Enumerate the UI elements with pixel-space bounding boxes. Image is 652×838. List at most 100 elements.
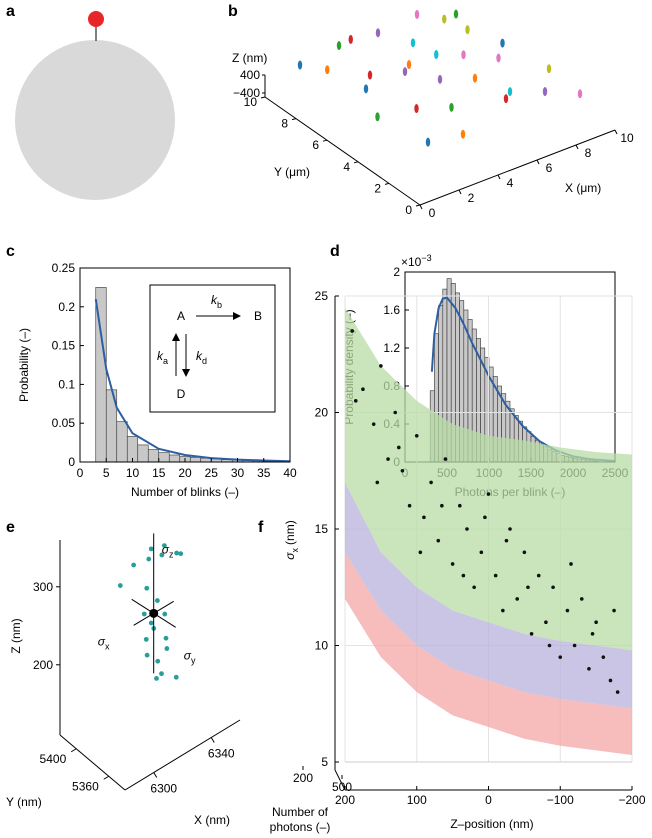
localization: [174, 550, 180, 556]
localization: [141, 611, 147, 617]
y-tick-label: 6: [312, 138, 319, 152]
data-point: [379, 364, 383, 368]
data-point: [422, 515, 426, 520]
x-tick: [497, 174, 501, 180]
data-point: [608, 678, 613, 683]
x-tick-label: 100: [407, 793, 427, 807]
data-point: [579, 597, 584, 601]
data-point: [375, 480, 380, 485]
pin-head: [88, 11, 104, 27]
localization-cluster: [434, 50, 439, 60]
subscript: x: [290, 547, 300, 552]
bar: [116, 421, 128, 463]
data-point: [558, 655, 563, 659]
multiplier-base: ×10: [401, 255, 422, 269]
y-tick: [384, 182, 390, 185]
localization-cluster: [461, 50, 466, 60]
localization-cluster: [496, 53, 501, 63]
data-point: [529, 632, 534, 636]
x-tick: [575, 144, 579, 150]
x-tick-label: 15: [152, 466, 166, 480]
localization: [173, 674, 179, 680]
data-point: [547, 643, 552, 648]
fit-line: [94, 298, 291, 463]
x-tick: [153, 772, 158, 778]
data-point: [522, 550, 527, 555]
rate-label: kb: [211, 293, 222, 310]
localization-cluster: [414, 104, 419, 114]
y-tick-label: 2: [374, 181, 381, 195]
localization: [144, 652, 150, 658]
subscript: b: [217, 300, 222, 310]
localization: [162, 611, 168, 617]
x-axis-label: X (nm): [194, 813, 230, 827]
x-axis: [419, 129, 616, 206]
symbol: k: [157, 349, 164, 363]
panel-label: d: [330, 243, 340, 260]
subscript: x: [105, 641, 110, 651]
localization: [154, 598, 160, 603]
data-point: [386, 457, 390, 461]
localization: [159, 671, 164, 677]
y-tick-label: 0.15: [52, 339, 76, 353]
data-point: [565, 608, 570, 613]
floor-edge: [334, 769, 346, 791]
bar: [189, 457, 202, 463]
bar: [168, 454, 181, 463]
panel-label: b: [228, 3, 238, 20]
sigma-label: σz: [162, 542, 174, 559]
symbol: σ: [98, 634, 106, 648]
x-tick-label: 20: [178, 466, 192, 480]
panel-label: e: [6, 519, 15, 536]
data-point: [418, 550, 423, 555]
localization: [161, 543, 167, 548]
localization-cluster: [546, 64, 552, 74]
y-tick-label: 10: [244, 95, 258, 109]
localization-cluster: [453, 9, 459, 19]
y-tick: [415, 204, 421, 207]
z-axis-label: Z (nm): [9, 618, 23, 653]
x-tick-label: 6: [546, 161, 553, 175]
data-point: [601, 655, 606, 659]
x-tick-label: 200: [335, 793, 355, 807]
x-tick-label: 10: [126, 466, 140, 480]
data-point: [551, 585, 555, 590]
data-point: [504, 538, 509, 543]
y-tick-label: 0: [405, 203, 412, 217]
multiplier-exponent: −3: [421, 253, 431, 263]
uncertainty-band: [345, 307, 632, 651]
data-point: [587, 667, 591, 671]
data-point: [436, 538, 441, 543]
y-tick: [103, 775, 110, 780]
x-tick: [614, 129, 618, 135]
localization: [143, 636, 149, 642]
localization-cluster: [348, 34, 353, 44]
localization-cluster: [367, 70, 373, 80]
y-tick-label: 0.25: [52, 261, 76, 275]
y-axis-label: Probability (–): [17, 328, 31, 402]
localization-cluster: [375, 28, 381, 38]
centroid: [149, 608, 159, 618]
x-tick-label: 40: [283, 466, 297, 480]
sigma-label: σx: [98, 634, 110, 651]
z-tick-label: 300: [33, 580, 53, 594]
data-point: [397, 445, 401, 450]
y-tick-label: 0: [68, 455, 75, 469]
localization: [159, 552, 165, 558]
y-axis-label: σx (nm): [283, 520, 300, 559]
x-tick-label: 35: [257, 466, 271, 480]
y-tick: [70, 748, 77, 753]
panel-label: f: [258, 519, 264, 536]
localization: [117, 583, 123, 588]
y-axis-label: Y (nm): [6, 795, 42, 809]
y-tick-label: 0.05: [52, 416, 76, 430]
rate-label: ka: [157, 349, 168, 366]
y-tick-label: 5400: [40, 752, 67, 766]
y-tick: [322, 139, 328, 142]
bar: [137, 444, 149, 463]
symbol: σ: [184, 648, 192, 662]
x-tick-label: 0: [485, 793, 492, 807]
data-point: [572, 643, 577, 648]
